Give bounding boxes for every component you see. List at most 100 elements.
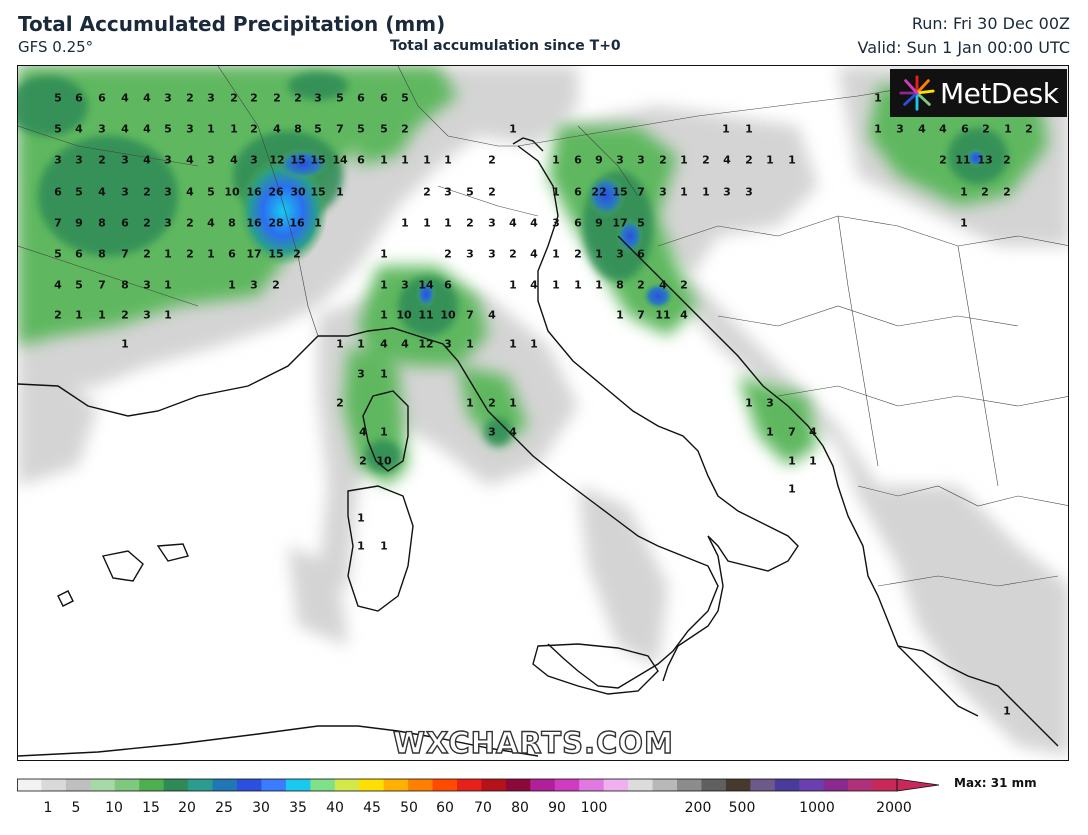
colorbar-segment [579,779,605,791]
colorbar-segment [603,779,629,791]
legend-tick-label: 100 [580,800,608,816]
precip-value: 2 [293,247,301,261]
colorbar-segment [261,779,287,791]
colorbar-segment [750,779,776,791]
legend-tick-label: 35 [289,800,307,816]
colorbar-segment [359,779,385,791]
colorbar-segment [432,779,458,791]
precip-value: 13 [977,153,993,167]
metdesk-logo: MetDesk [890,69,1067,117]
map-graphic [18,66,1068,757]
precip-value: 7 [336,122,344,136]
precip-value: 3 [164,185,172,199]
precip-value: 10 [396,308,412,322]
precip-value: 5 [75,185,83,199]
precip-value: 3 [54,153,62,167]
precip-value: 8 [294,122,302,136]
precip-value: 2 [1003,185,1011,199]
precip-value: 3 [250,153,258,167]
precip-value: 15 [290,153,306,167]
precip-value: 3 [75,153,83,167]
precip-value: 1 [788,482,796,496]
colorbar-segment [481,779,507,791]
precip-value: 4 [121,91,129,105]
legend-tick-label: 45 [363,800,381,816]
precip-value: 3 [164,153,172,167]
precip-value: 28 [268,216,284,230]
precip-value: 6 [228,247,236,261]
precip-value: 2 [509,247,517,261]
legend-colorbar [17,778,942,792]
precip-value: 2 [982,122,990,136]
precip-value: 2 [939,153,947,167]
precip-value: 1 [314,216,322,230]
precip-value: 3 [250,278,258,292]
colorbar-segment [457,779,482,791]
precip-value: 6 [357,91,365,105]
precip-value: 3 [488,216,496,230]
precip-value: 4 [143,91,151,105]
precip-value: 1 [552,153,560,167]
precip-value: 1 [509,122,517,136]
legend-ticks: 1 5 10 15 20 25 30 35 40 45 50 60 70 80 90 100 200 500 100… [17,800,917,820]
precip-value: 2 [54,308,62,322]
precip-value: 5 [75,278,83,292]
colorbar-segment [872,779,898,791]
precip-value: 2 [1003,153,1011,167]
precip-value: 7 [637,308,645,322]
precip-value: 3 [723,185,731,199]
precip-value: 1 [380,247,388,261]
precip-value: 1 [960,216,968,230]
precip-value: 9 [595,216,603,230]
precip-value: 1 [574,278,582,292]
colorbar-outline [17,778,898,792]
colorbar-segment [799,779,825,791]
precip-value: 3 [616,247,624,261]
legend-tick-label: 200 [684,800,712,816]
precip-value: 3 [98,122,106,136]
precip-value: 1 [466,396,474,410]
colorbar-segment [65,779,91,791]
precip-value: 5 [336,91,344,105]
precip-value: 16 [289,216,305,230]
precip-value: 1 [357,539,365,553]
precip-value: 4 [54,278,62,292]
precip-value: 2 [401,122,409,136]
precip-value: 3 [488,247,496,261]
precip-value: 6 [121,216,129,230]
colorbar-segment [505,779,531,791]
legend-tick-label: 30 [252,800,270,816]
precip-value: 14 [332,153,348,167]
precip-value: 1 [380,278,388,292]
precip-value: 2 [143,247,151,261]
precip-value: 3 [164,91,172,105]
precip-value: 4 [121,122,129,136]
precip-value: 5 [637,216,645,230]
precip-value: 8 [121,278,129,292]
precip-value: 7 [121,247,129,261]
precip-value: 4 [230,153,238,167]
precip-value: 11 [955,153,971,167]
precip-value: 4 [530,247,538,261]
legend-tick-label: 20 [178,800,196,816]
colorbar-segment [163,779,189,791]
precip-value: 1 [552,247,560,261]
precip-value: 3 [207,91,215,105]
precip-value: 1 [401,153,409,167]
precip-value: 3 [143,308,151,322]
precip-value: 5 [357,122,365,136]
legend-tick-label: 5 [71,800,81,816]
precip-value: 2 [143,185,151,199]
legend-tick-label: 40 [326,800,344,816]
precip-value: 1 [874,122,882,136]
precip-value: 2 [680,278,688,292]
precip-value: 2 [637,278,645,292]
colorbar-segment [17,779,42,791]
precip-value: 3 [207,153,215,167]
legend-tick-label: 80 [511,800,529,816]
colorbar-segment [823,779,849,791]
precip-value: 15 [268,247,284,261]
precip-value: 1 [1004,122,1012,136]
precip-value: 16 [246,216,262,230]
precip-value: 8 [228,216,236,230]
